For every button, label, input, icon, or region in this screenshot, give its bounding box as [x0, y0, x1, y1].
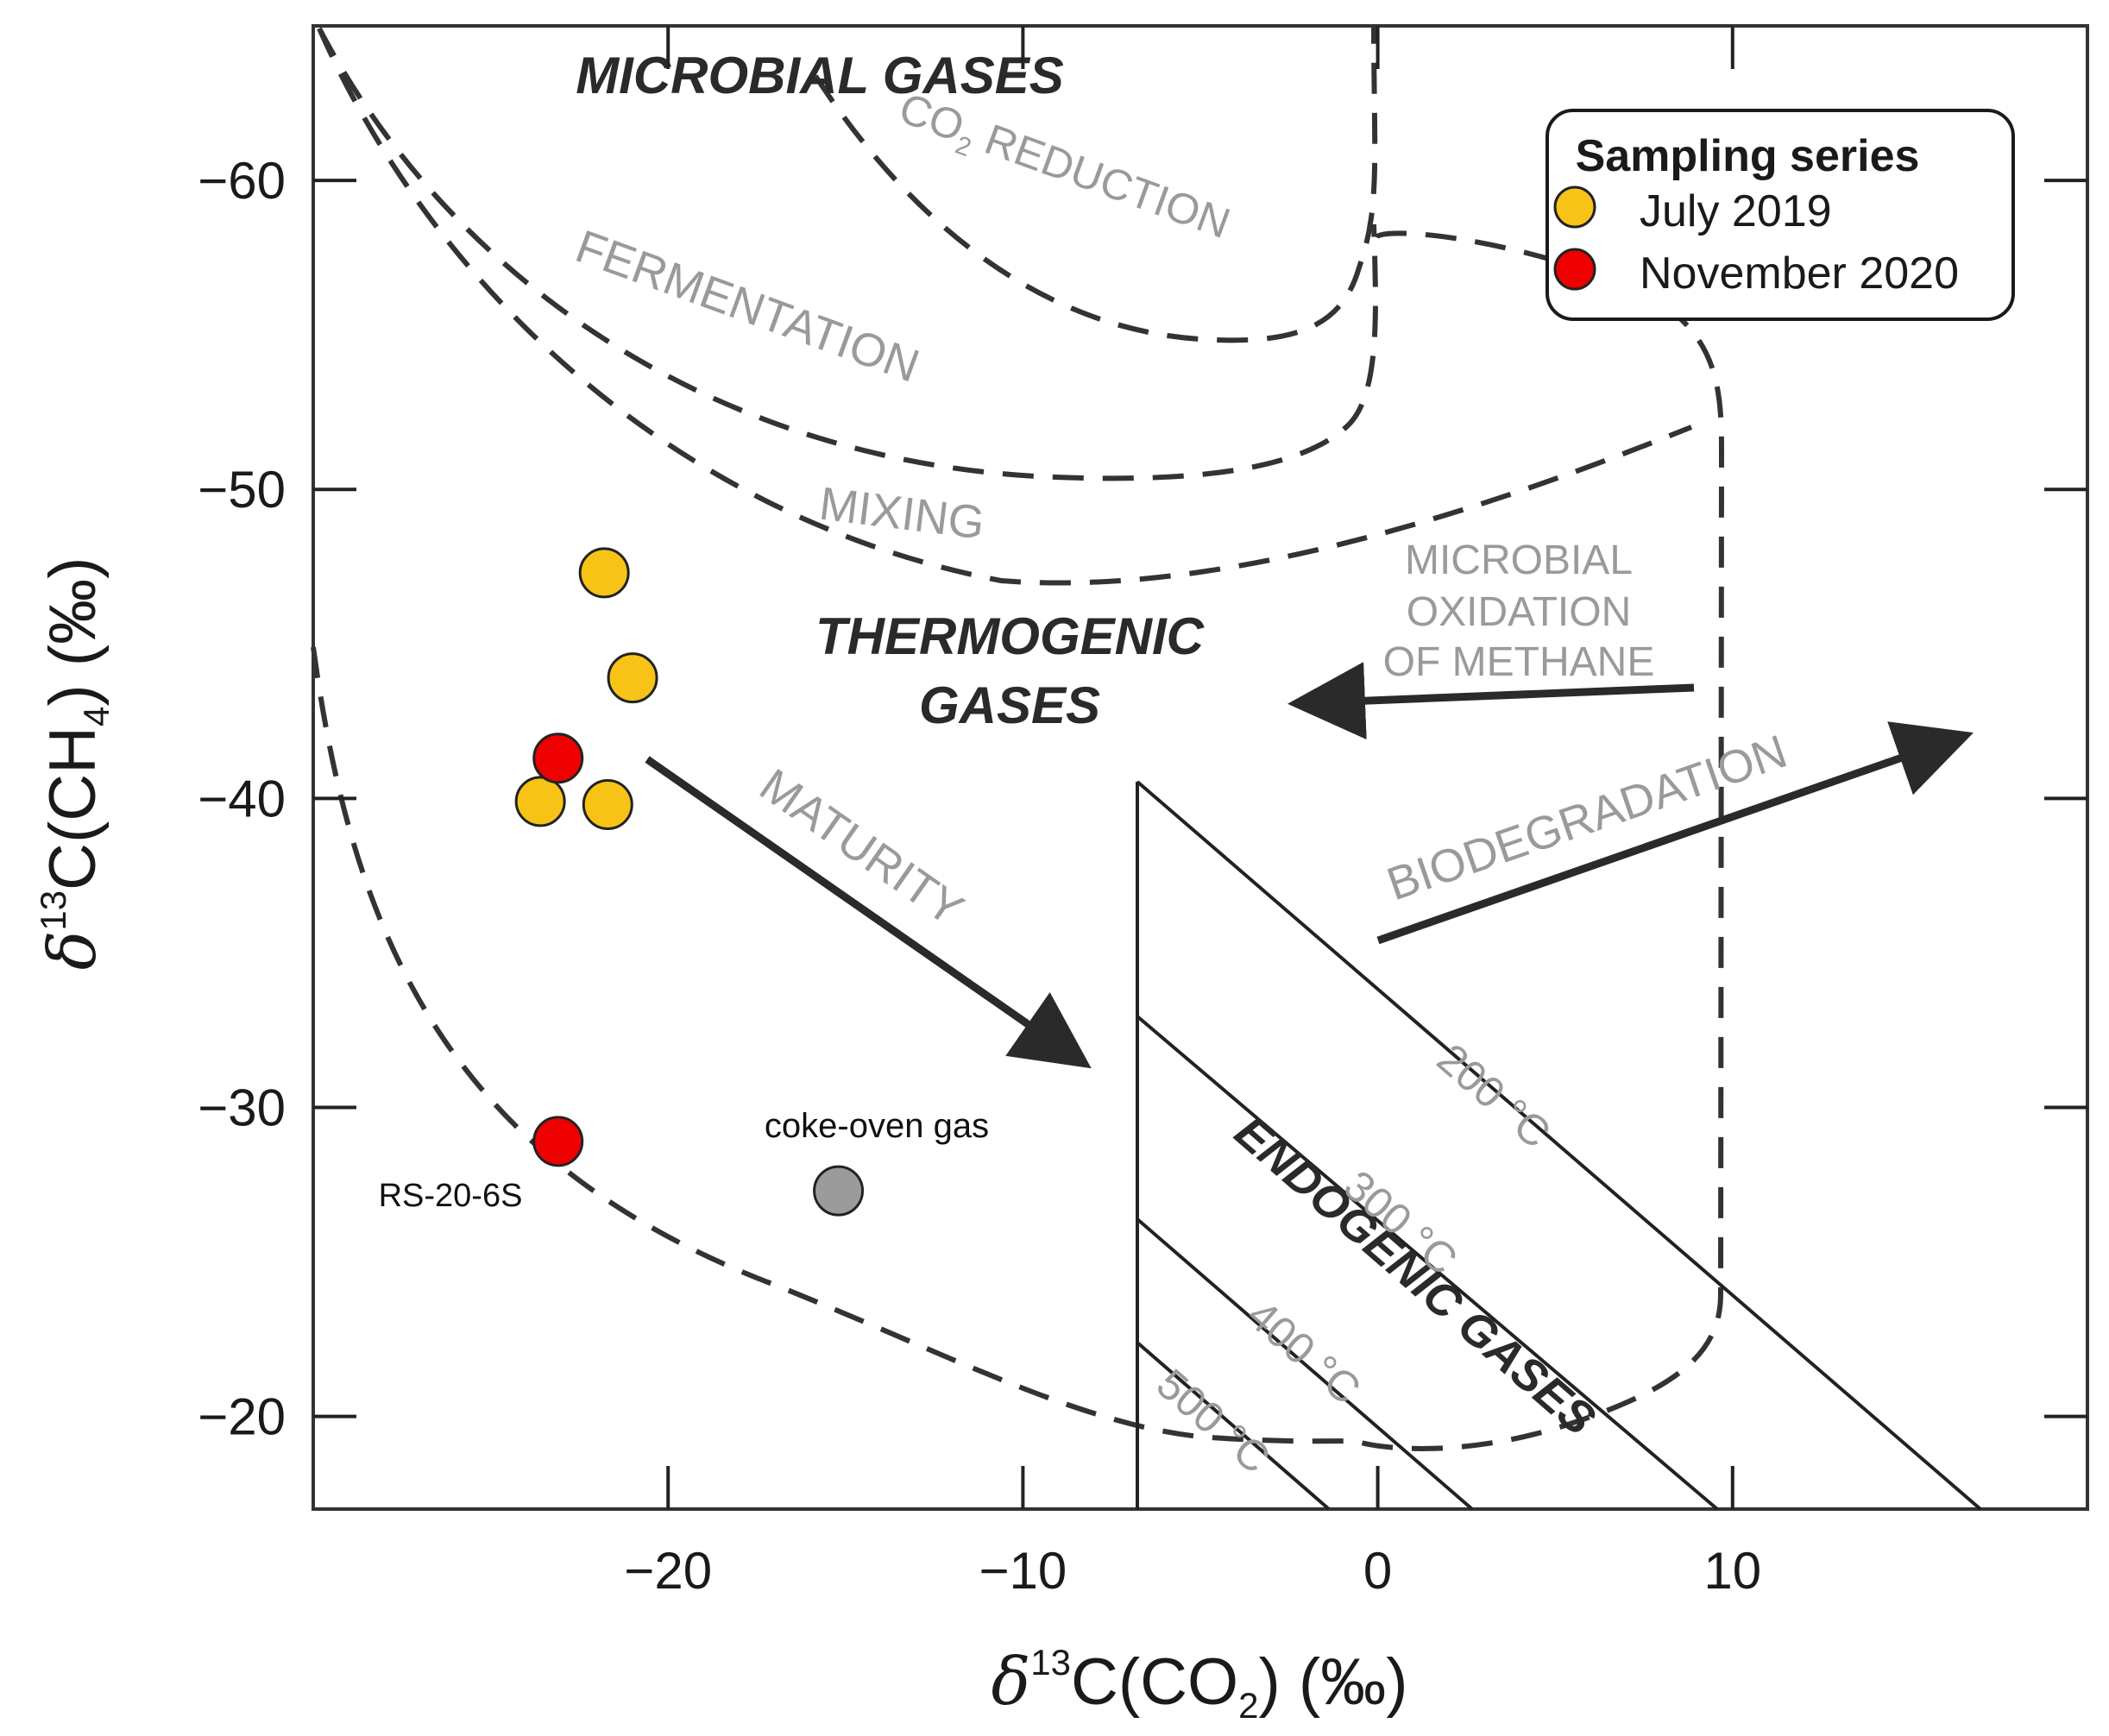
x-axis-ticks: −20 −10 0 10 [624, 26, 1761, 1600]
x-tick-label: 0 [1363, 1542, 1392, 1600]
legend-swatch-july-2019 [1553, 186, 1596, 229]
y-axis-ticks: −60 −50 −40 −30 −20 [198, 152, 2087, 1446]
data-points [514, 547, 865, 1217]
data-point-july-2019-3 [582, 778, 633, 830]
temp-label-200: 200 °C [1428, 1035, 1560, 1158]
process-label-fermentation: FERMENTATION [570, 220, 926, 392]
y-tick-label: −30 [198, 1079, 286, 1136]
region-label-endogenic: ENDOGENIC GASES [1225, 1106, 1605, 1446]
region-label-microbial: MICROBIAL GASES [576, 47, 1064, 104]
y-tick-label: −20 [198, 1388, 286, 1446]
data-point-november-2020-1 [532, 1116, 584, 1167]
legend-title: Sampling series [1576, 131, 1920, 181]
process-label-co2-reduction: CO2 REDUCTION [891, 84, 1236, 255]
process-label-mixing: MIXING [816, 478, 987, 550]
x-axis-title: δ13C(CO2) (‰) [991, 1642, 1407, 1726]
isotherm-300 [1136, 1015, 1719, 1511]
process-label-oxidation-line1: MICROBIAL [1405, 538, 1633, 583]
boundary-fermentation [317, 27, 1378, 481]
legend-label-july-2019: July 2019 [1640, 186, 1832, 236]
process-arrows [645, 662, 1974, 1069]
endogenic-lines [1136, 780, 1982, 1511]
dashed-boundaries [311, 25, 1725, 1451]
region-label-thermogenic-line1: THERMOGENIC [815, 607, 1206, 665]
x-tick-label: 10 [1703, 1542, 1761, 1600]
plot-frame [312, 24, 2089, 1511]
boundary-mixing [317, 27, 1693, 586]
boundary-outer-loop [1354, 230, 1725, 1451]
y-tick-label: −60 [198, 152, 286, 210]
isotherm-200 [1136, 780, 1982, 1511]
data-point-july-2019-0 [578, 547, 630, 599]
y-tick-label: −40 [198, 770, 286, 827]
x-tick-label: −10 [979, 1542, 1067, 1600]
process-label-oxidation-line3: OF METHANE [1383, 639, 1655, 685]
legend: Sampling series July 2019 November 2020 [1546, 109, 2015, 321]
y-axis-title: δ13C(CH4) (‰) [33, 557, 116, 971]
temp-label-400: 400 °C [1238, 1291, 1370, 1414]
boundary-thermogenic-lower [311, 646, 1356, 1444]
legend-box [1546, 109, 2015, 321]
biodegradation-arrow [1376, 721, 1974, 945]
legend-label-november-2020: November 2020 [1640, 248, 1959, 299]
region-label-thermogenic-line2: GASES [919, 676, 1100, 734]
legend-swatch-november-2020 [1553, 248, 1596, 291]
y-tick-label: −50 [198, 461, 286, 519]
isotherm-500 [1136, 1341, 1331, 1511]
boundary-co2-reduction [813, 25, 1378, 343]
data-point-november-2020-0 [532, 733, 584, 784]
isotherm-400 [1136, 1217, 1474, 1511]
point-label-coke-oven: coke-oven gas [765, 1107, 989, 1145]
data-point-july-2019-1 [607, 652, 658, 704]
x-tick-label: −20 [624, 1542, 712, 1600]
temp-label-500: 500 °C [1148, 1360, 1280, 1483]
point-label-rs-20-6s: RS-20-6S [379, 1178, 523, 1214]
data-point-coke-oven-gas-0 [813, 1165, 865, 1217]
process-label-oxidation-line2: OXIDATION [1407, 589, 1631, 635]
maturity-arrow [645, 756, 1092, 1069]
data-point-july-2019-2 [514, 776, 566, 827]
oxidation-arrow [1287, 662, 1695, 740]
